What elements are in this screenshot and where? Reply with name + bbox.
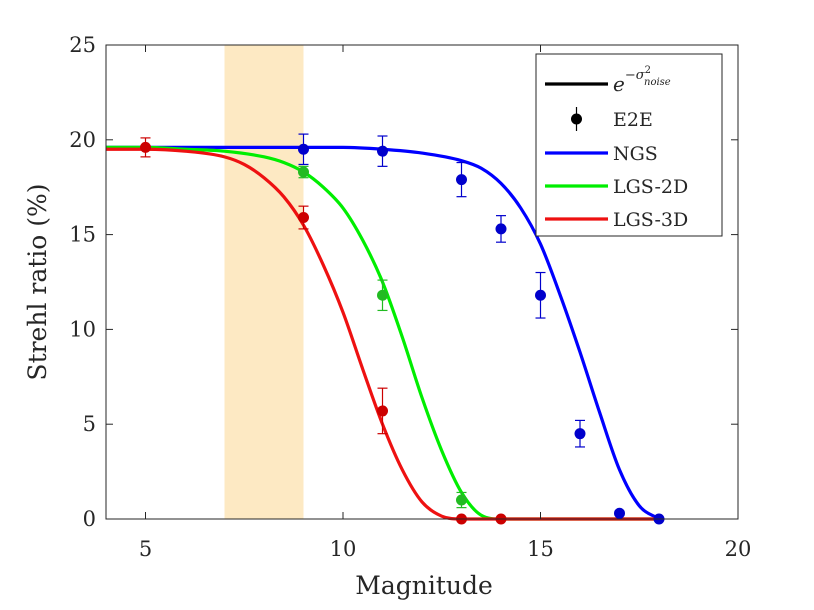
- e2e-marker: [140, 141, 151, 153]
- x-tick-label: 15: [527, 537, 554, 561]
- y-tick-label: 20: [69, 128, 96, 152]
- e2e-point: [377, 279, 388, 312]
- tick-labels-layer: 5 10 15 20 0 5 10 15 20 25: [69, 33, 751, 561]
- y-axis-label: Strehl ratio (%): [23, 183, 52, 380]
- legend-marker: [571, 113, 582, 125]
- highlight-band: [224, 45, 304, 519]
- legend-label: NGS: [613, 143, 658, 165]
- legend: e−σ2 noise E2E NGS LGS-2D LGS-3D: [535, 53, 723, 237]
- e2e-marker: [456, 494, 467, 506]
- e2e-marker: [614, 507, 625, 519]
- e2e-point: [574, 419, 586, 448]
- e2e-marker: [377, 145, 388, 157]
- x-tick-label: 10: [330, 537, 357, 561]
- axes-layer: [105, 44, 739, 520]
- legend-item-lgs-3d: LGS-3D: [545, 209, 688, 231]
- e2e-point: [377, 135, 388, 167]
- y-tick-label: 10: [69, 317, 96, 341]
- model-curve-ngs: [106, 145, 660, 521]
- highlight-band-layer: [224, 45, 304, 519]
- axes-box: [105, 44, 739, 520]
- e2e-marker: [298, 166, 309, 178]
- e2e-marker: [298, 143, 309, 155]
- e2e-marker: [574, 428, 586, 440]
- y-tick-label: 0: [83, 507, 96, 531]
- e2e-marker: [535, 289, 546, 301]
- e2e-series-lgs-3d: [140, 137, 507, 525]
- e2e-marker: [377, 289, 388, 301]
- e2e-series-lgs-2d: [298, 165, 467, 509]
- e2e-point: [614, 507, 625, 519]
- legend-label: LGS-3D: [613, 209, 688, 231]
- legend-label: LGS-2D: [613, 176, 688, 198]
- e2e-marker: [456, 174, 467, 186]
- y-tick-label: 25: [69, 33, 96, 57]
- e2e-marker: [298, 212, 309, 224]
- legend-label: e−σ2 noise: [613, 65, 671, 96]
- legend-item-e2e: E2E: [571, 107, 653, 131]
- legend-item-e-noise: e−σ2 noise: [545, 65, 671, 96]
- e2e-point: [535, 271, 546, 319]
- e2e-point: [495, 215, 507, 243]
- e2e-point: [456, 161, 467, 198]
- x-axis-label: Magnitude: [355, 571, 493, 600]
- y-tick-label: 15: [69, 223, 96, 247]
- e2e-marker: [495, 223, 507, 235]
- legend-label: E2E: [613, 109, 653, 131]
- legend-item-ngs: NGS: [545, 143, 658, 165]
- e2e-point: [298, 205, 309, 230]
- e2e-point: [377, 387, 388, 435]
- e2e-point: [140, 137, 151, 158]
- e2e-point: [298, 133, 309, 166]
- legend-item-lgs-2d: LGS-2D: [545, 176, 688, 198]
- e2e-point: [456, 491, 467, 509]
- e2e-point: [298, 165, 309, 179]
- e2e-marker: [377, 405, 388, 417]
- x-tick-label: 20: [725, 537, 752, 561]
- x-tick-label: 5: [139, 537, 152, 561]
- y-tick-label: 5: [83, 412, 96, 436]
